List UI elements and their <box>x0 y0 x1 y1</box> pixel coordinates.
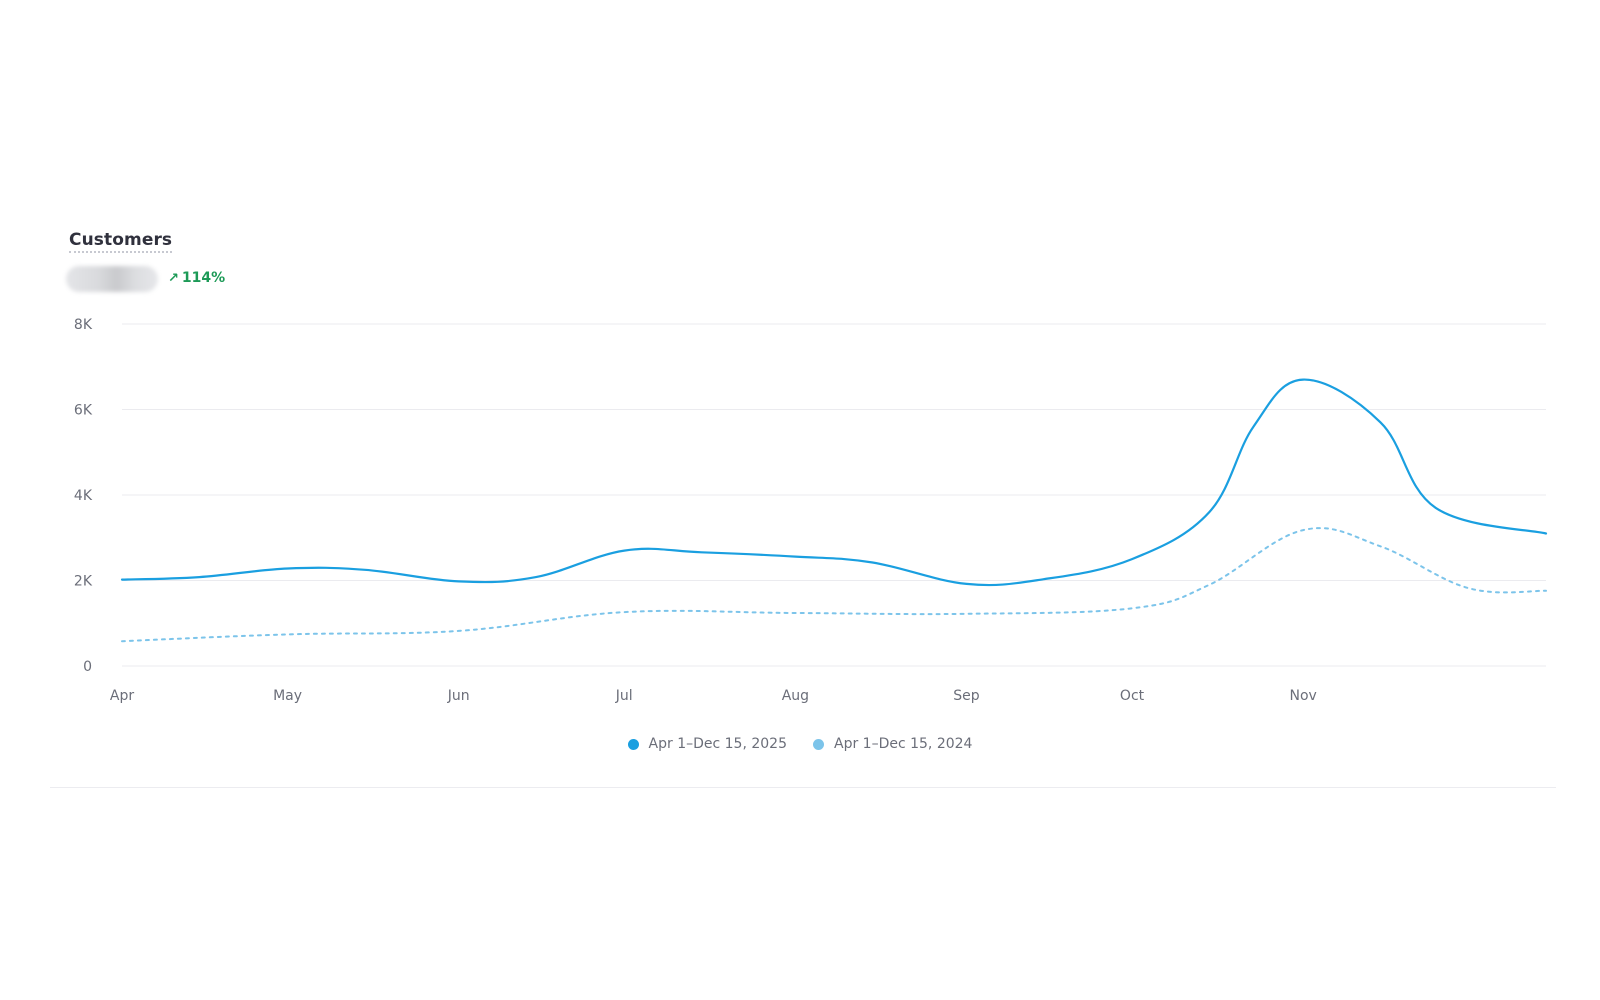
y-tick-label: 6K <box>74 403 93 419</box>
trend-up-icon: ↗ <box>168 270 179 286</box>
legend-item-previous[interactable]: Apr 1–Dec 15, 2024 <box>813 736 972 752</box>
x-tick-label: Nov <box>1289 688 1316 704</box>
x-tick-label: Oct <box>1120 688 1145 704</box>
blurred-metric-value <box>66 266 158 292</box>
legend-item-current[interactable]: Apr 1–Dec 15, 2025 <box>627 736 787 752</box>
x-tick-label: Apr <box>110 688 134 704</box>
x-tick-label: Jul <box>615 688 633 704</box>
x-tick-label: Aug <box>782 688 809 704</box>
y-tick-label: 4K <box>74 488 93 504</box>
x-axis-ticks: Apr May Jun Jul Aug Sep Oct Nov <box>110 688 1317 704</box>
chart-series <box>120 378 1548 643</box>
change-badge: ↗ 114% <box>168 270 225 286</box>
chart-legend: Apr 1–Dec 15, 2025 Apr 1–Dec 15, 2024 <box>0 736 1600 752</box>
metric-title[interactable]: Customers <box>69 230 173 253</box>
legend-label-current: Apr 1–Dec 15, 2025 <box>648 736 787 752</box>
divider <box>50 787 1556 788</box>
change-percentage: 114% <box>181 270 226 286</box>
legend-dot-current <box>627 738 639 750</box>
x-tick-label: Jun <box>447 688 470 704</box>
grid-lines <box>122 323 1546 667</box>
y-tick-label: 2K <box>74 574 93 590</box>
y-axis-ticks: 0 2K 4K 6K 8K <box>74 317 93 675</box>
y-tick-label: 0 <box>83 659 92 675</box>
legend-dot-previous <box>813 738 824 750</box>
series-line-current[interactable] <box>120 378 1548 587</box>
series-line-previous[interactable] <box>121 527 1547 643</box>
legend-label-previous: Apr 1–Dec 15, 2024 <box>834 736 973 752</box>
x-tick-label: May <box>273 688 302 704</box>
x-tick-label: Sep <box>953 688 980 704</box>
y-tick-label: 8K <box>74 317 93 333</box>
